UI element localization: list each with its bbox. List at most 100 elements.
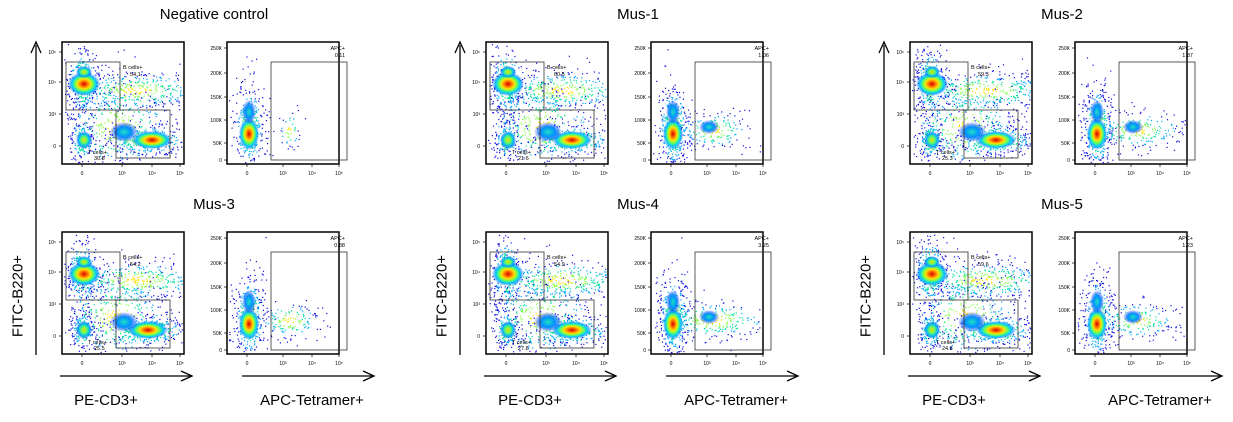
y-axis-label: FITC-B220+	[857, 254, 875, 338]
x-tick-label: 10³	[703, 361, 711, 367]
x-tick-label: 10⁴	[148, 171, 156, 177]
b-cells-label: B cells+	[971, 65, 990, 71]
x-axis-label-cd3: PE-CD3+	[922, 392, 986, 409]
y-tick-label: 10³	[473, 302, 481, 308]
panel-title: Mus-5	[1041, 196, 1083, 213]
y-tick-label: 100K	[210, 118, 222, 124]
y-tick-label: 0	[643, 348, 646, 354]
y-tick-label: 0	[1067, 348, 1070, 354]
apc-label: APC+	[1178, 46, 1193, 52]
x-tick-label: 10³	[966, 361, 974, 367]
x-tick-label: 10⁴	[308, 361, 316, 367]
apc-value: 0.88	[334, 243, 345, 249]
cd3-b220-plot: B cells+60.5 T cells+21.6 0 10³ 10⁴ 10⁵ 0 10³ 10…	[472, 41, 609, 177]
x-tick-label: 10³	[279, 171, 287, 177]
panel-title: Mus-2	[1041, 6, 1083, 23]
y-tick-label: 10⁵	[896, 240, 904, 246]
y-tick-label: 50K	[213, 141, 223, 147]
x-tick-label: 10⁵	[335, 361, 343, 367]
x-tick-label: 0	[929, 171, 932, 177]
y-tick-label: 250K	[1058, 46, 1070, 52]
b-cells-gate	[65, 61, 121, 111]
y-axis-label: FITC-B220+	[433, 254, 451, 338]
b-cells-label: B cells+	[547, 65, 566, 71]
apc-tetramer-plot: APC+0.88 0 50K 100K 150K 200K 250K 0 10³ 10⁴ 10⁵	[210, 231, 348, 367]
x-tick-label: 10⁴	[996, 361, 1004, 367]
y-tick-label: 10⁵	[48, 240, 56, 246]
t-cells-value: 21.6	[518, 156, 529, 162]
b-cells-gate	[489, 61, 545, 111]
y-tick-label: 0	[219, 158, 222, 164]
apc-gate	[1118, 61, 1196, 161]
y-tick-label: 200K	[634, 261, 646, 267]
apc-value: 1.87	[1182, 53, 1193, 59]
apc-label: APC+	[1178, 236, 1193, 242]
t-cells-gate	[115, 109, 171, 159]
apc-tetramer-plot: APC+1.87 0 50K 100K 150K 200K 250K 0 10³ 10⁴ 10⁵	[1058, 41, 1196, 177]
y-tick-label: 10⁴	[472, 80, 480, 86]
y-tick-label: 100K	[634, 308, 646, 314]
x-tick-label: 10⁴	[572, 361, 580, 367]
apc-label: APC+	[754, 46, 769, 52]
x-tick-label: 10⁴	[732, 361, 740, 367]
x-tick-label: 10⁵	[600, 361, 608, 367]
x-axis-label-cd3: PE-CD3+	[74, 392, 138, 409]
x-tick-label: 0	[81, 361, 84, 367]
y-tick-label: 200K	[1058, 261, 1070, 267]
x-tick-label: 10⁴	[308, 171, 316, 177]
y-tick-label: 250K	[1058, 236, 1070, 242]
y-tick-label: 100K	[1058, 118, 1070, 124]
y-tick-label: 10⁵	[472, 240, 480, 246]
x-tick-label: 10³	[542, 171, 550, 177]
t-cells-gate	[963, 109, 1019, 159]
t-cells-label: T cells+	[512, 340, 531, 346]
b-cells-value: 54.9	[554, 262, 565, 268]
y-tick-label: 0	[901, 334, 904, 340]
t-cells-value: 25.3	[942, 156, 953, 162]
y-tick-label: 10⁵	[48, 50, 56, 56]
y-tick-label: 250K	[634, 46, 646, 52]
b-cells-label: B cells+	[547, 255, 566, 261]
b-cells-value: 60.5	[554, 72, 565, 78]
b-cells-gate	[913, 61, 969, 111]
apc-label: APC+	[330, 236, 345, 242]
apc-value: 0.11	[335, 53, 345, 59]
axis-arrows	[30, 40, 376, 382]
y-tick-label: 0	[219, 348, 222, 354]
b-cells-label: B cells+	[123, 65, 142, 71]
y-tick-label: 10⁵	[472, 50, 480, 56]
y-tick-label: 150K	[210, 285, 222, 291]
x-tick-label: 10⁵	[1024, 361, 1032, 367]
x-tick-label: 0	[1094, 171, 1097, 177]
x-tick-label: 10⁴	[1156, 361, 1164, 367]
x-tick-label: 0	[1094, 361, 1097, 367]
x-tick-label: 10³	[1127, 171, 1135, 177]
x-tick-label: 0	[929, 361, 932, 367]
y-tick-label: 150K	[634, 285, 646, 291]
x-tick-label: 10⁵	[600, 171, 608, 177]
t-cells-label: T cells+	[936, 340, 955, 346]
apc-gate	[1118, 251, 1196, 351]
y-tick-label: 10⁴	[896, 80, 904, 86]
y-tick-label: 0	[643, 158, 646, 164]
t-cells-label: T cells+	[88, 150, 107, 156]
cd3-b220-plot: B cells+54.2 T cells+25.5 0 10³ 10⁴ 10⁵ 0 10³ 10…	[48, 231, 185, 367]
apc-value: 3.25	[758, 243, 769, 249]
y-tick-label: 0	[53, 334, 56, 340]
apc-label: APC+	[330, 46, 345, 52]
b-cells-gate	[489, 251, 545, 301]
y-tick-label: 0	[53, 144, 56, 150]
b-cells-value: 54.2	[130, 262, 141, 268]
x-tick-label: 10⁴	[1156, 171, 1164, 177]
y-tick-label: 10³	[897, 112, 905, 118]
x-tick-label: 10⁵	[1024, 171, 1032, 177]
b-cells-label: B cells+	[971, 255, 990, 261]
apc-gate	[694, 251, 772, 351]
x-tick-label: 10³	[118, 171, 126, 177]
x-tick-label: 0	[246, 171, 249, 177]
x-tick-label: 10⁴	[572, 171, 580, 177]
t-cells-value: 24.8	[942, 346, 953, 352]
x-tick-label: 10⁵	[176, 361, 184, 367]
x-tick-label: 10⁵	[1183, 361, 1191, 367]
